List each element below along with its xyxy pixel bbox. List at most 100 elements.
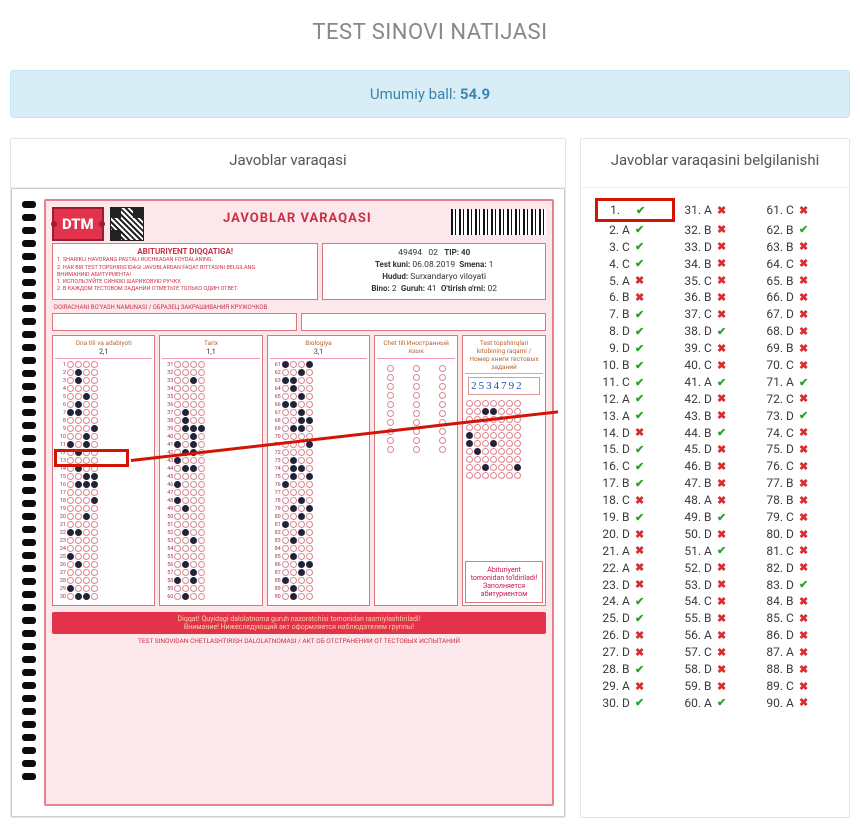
answer-item: 9.D✔	[599, 341, 671, 355]
cross-icon: ✖	[635, 629, 644, 642]
answer-item: 84.B✖	[763, 594, 835, 608]
check-icon: ✔	[799, 578, 808, 591]
cross-icon: ✖	[799, 342, 808, 355]
check-icon: ✔	[799, 223, 808, 236]
cross-icon: ✖	[717, 561, 726, 574]
answer-item: 78.B✖	[763, 493, 835, 507]
answer-item: 46.B✖	[681, 459, 753, 473]
check-icon: ✔	[717, 696, 726, 709]
score-value: 54.9	[460, 85, 490, 103]
answer-item: 38.D✔	[681, 324, 753, 338]
check-icon: ✔	[717, 376, 726, 389]
answer-item: 24.A✔	[599, 594, 671, 608]
answer-item: 89.C✖	[763, 679, 835, 693]
cross-icon: ✖	[799, 443, 808, 456]
sheet-container: DTM JAVOBLAR VARAQASI ABITURIYENT DIQQAT…	[11, 188, 565, 817]
answer-item: 58.D✖	[681, 662, 753, 676]
answer-item: 66.D✖	[763, 290, 835, 304]
cross-icon: ✖	[717, 443, 726, 456]
sheet-title: JAVOBLAR VARAQASI	[150, 211, 445, 226]
answer-item: 23.D✖	[599, 578, 671, 592]
answer-item: 83.D✔	[763, 578, 835, 592]
answer-item: 70.C✖	[763, 358, 835, 372]
cross-icon: ✖	[799, 612, 808, 625]
qr-code	[110, 207, 144, 241]
answer-item: 14.D✖	[599, 426, 671, 440]
answer-item: 90.A✖	[763, 696, 835, 710]
book-number: 2534792	[468, 377, 540, 395]
cross-icon: ✖	[799, 308, 808, 321]
cross-icon: ✖	[717, 240, 726, 253]
footer-warning: Diqqat! Quyidagi dalolatnoma guruh nazor…	[52, 612, 546, 634]
cross-icon: ✖	[635, 646, 644, 659]
attention-box: ABITURIYENT DIQQATIGA! 1. SHARIKLI HAVOR…	[52, 243, 318, 300]
cross-icon: ✖	[635, 578, 644, 591]
answer-item: 55.B✖	[681, 611, 753, 625]
cross-icon: ✖	[799, 392, 808, 405]
cross-icon: ✖	[635, 544, 644, 557]
answer-item: 80.D✖	[763, 527, 835, 541]
left-header: Javoblar varaqasi	[11, 139, 565, 188]
check-icon: ✔	[635, 257, 644, 270]
answer-item: 68.D✖	[763, 324, 835, 338]
answer-item: 79.C✖	[763, 510, 835, 524]
answer-item: 57.C✖	[681, 645, 753, 659]
cross-icon: ✖	[717, 274, 726, 287]
right-header: Javoblar varaqasini belgilanishi	[581, 139, 849, 188]
attention-title: ABITURIYENT DIQQATIGA!	[137, 247, 233, 256]
cross-icon: ✖	[799, 204, 808, 217]
answer-item: 87.A✖	[763, 645, 835, 659]
fill-note: Abituriyent tomonidan to'ldiriladi! Запо…	[465, 561, 543, 603]
subject-col-3: Biologiya3,1 616263646566676869707172737…	[267, 335, 370, 606]
check-icon: ✔	[635, 223, 644, 236]
answer-item: 30.D✔	[599, 696, 671, 710]
answer-item: 52.D✖	[681, 561, 753, 575]
cross-icon: ✖	[635, 274, 644, 287]
answer-item: 10.B✔	[599, 358, 671, 372]
score-bar: Umumiy ball: 54.9	[10, 70, 850, 118]
answer-item: 61.C✖	[763, 200, 835, 220]
answer-item: 16.C✔	[599, 459, 671, 473]
answer-item: 26.D✖	[599, 628, 671, 642]
answer-item: 63.B✖	[763, 240, 835, 254]
answer-item: 28.B✔	[599, 662, 671, 676]
check-icon: ✔	[717, 544, 726, 557]
answer-item: 32.B✖	[681, 223, 753, 237]
cross-icon: ✖	[799, 595, 808, 608]
cross-icon: ✖	[717, 629, 726, 642]
check-icon: ✔	[717, 426, 726, 439]
cross-icon: ✖	[717, 612, 726, 625]
answer-item: 48.A✖	[681, 493, 753, 507]
barcode	[451, 209, 546, 235]
cross-icon: ✖	[717, 409, 726, 422]
answer-item: 56.A✖	[681, 628, 753, 642]
answer-item: 20.D✖	[599, 527, 671, 541]
check-icon: ✔	[635, 696, 644, 709]
cross-icon: ✖	[635, 291, 644, 304]
answer-item: 51.A✔	[681, 544, 753, 558]
answer-item: 15.D✔	[599, 442, 671, 456]
answer-item: 71.A✔	[763, 375, 835, 389]
check-icon: ✔	[635, 325, 644, 338]
answer-sheet[interactable]: DTM JAVOBLAR VARAQASI ABITURIYENT DIQQAT…	[18, 195, 558, 810]
answer-item: 47.B✖	[681, 476, 753, 490]
sample-mark-label: DOIRACHANI BO'YASH NAMUNASI / ОБРАЗЕЦ ЗА…	[46, 304, 552, 313]
answer-item: 88.B✖	[763, 662, 835, 676]
footer-act: TEST SINOVIDAN CHETLASHTIRISH DALOLATNOM…	[46, 636, 552, 646]
cross-icon: ✖	[717, 308, 726, 321]
check-icon: ✔	[635, 342, 644, 355]
cross-icon: ✖	[717, 494, 726, 507]
exam-info-box: 49494 02 TIP: 40 Test kuni: 06.08.2019 S…	[322, 243, 546, 300]
answer-item: 73.D✔	[763, 409, 835, 423]
answer-item: 22.A✖	[599, 561, 671, 575]
check-icon: ✔	[635, 595, 644, 608]
check-icon: ✔	[636, 204, 645, 217]
cross-icon: ✖	[799, 663, 808, 676]
answer-item: 67.D✖	[763, 307, 835, 321]
answer-item: 8.D✔	[599, 324, 671, 338]
cross-icon: ✖	[635, 494, 644, 507]
cross-icon: ✖	[717, 291, 726, 304]
answer-item: 1.✔	[595, 198, 675, 222]
answer-item: 4.C✔	[599, 257, 671, 271]
cross-icon: ✖	[799, 257, 808, 270]
